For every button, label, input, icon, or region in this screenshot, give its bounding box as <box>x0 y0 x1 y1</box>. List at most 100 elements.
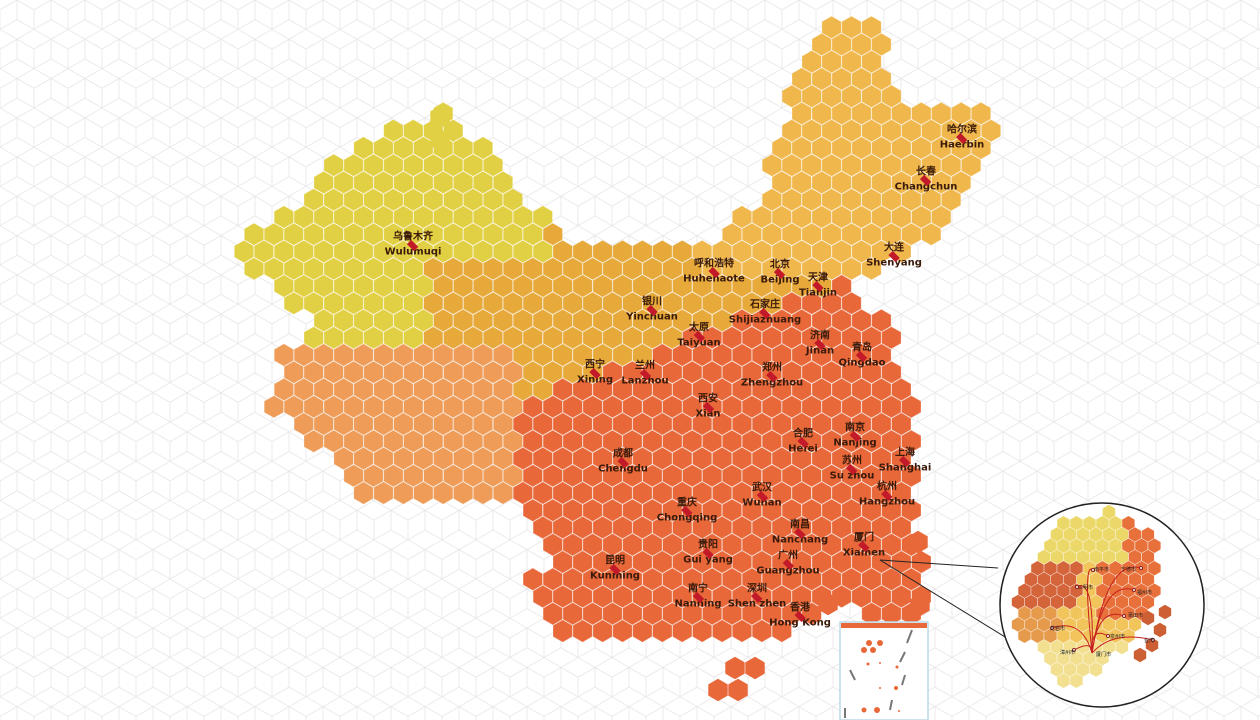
fujian-hex <box>1063 572 1077 587</box>
city-marker-tianjin[interactable]: 天津 Tianjin <box>799 273 837 300</box>
hex-tile <box>582 498 603 522</box>
fujian-hex <box>1063 527 1077 542</box>
hex-tile <box>343 360 364 384</box>
city-marker-xining[interactable]: 西宁 Xining <box>577 360 613 387</box>
hex-tile <box>602 395 623 419</box>
city-marker-nanjing[interactable]: 南京 Nanjing <box>833 423 876 450</box>
city-marker-wulumuqi[interactable]: 乌鲁木齐 Wulumuqi <box>385 232 442 259</box>
hex-tile <box>891 101 912 126</box>
hex-tile <box>712 515 733 540</box>
city-marker-shanghai[interactable]: 上海 Shanghai <box>879 448 932 475</box>
fujian-hex <box>1128 617 1142 632</box>
fujian-hex <box>1102 617 1116 632</box>
callout-line-top <box>879 559 999 569</box>
hex-tile <box>712 481 733 505</box>
hex-tile <box>841 360 862 384</box>
hex-tile <box>383 464 404 488</box>
city-marker-qingdao[interactable]: 青岛 Qingdao <box>839 343 886 370</box>
hex-tile <box>552 412 573 436</box>
city-marker-guiyang[interactable]: 贵阳 Gui yang <box>683 540 733 567</box>
hex-tile <box>692 274 713 298</box>
hex-tile <box>811 136 832 160</box>
hex-tile <box>512 239 533 264</box>
city-marker-shenyang[interactable]: 大连 Shenyang <box>866 243 922 270</box>
hex-tile <box>572 584 593 609</box>
hex-tile <box>891 584 912 609</box>
city-marker-beijing[interactable]: 北京 Beijing <box>761 260 800 287</box>
city-marker-kunming[interactable]: 昆明 Kunming <box>590 556 640 583</box>
city-name-zh: 南京 <box>845 422 865 434</box>
city-marker-taiyuan[interactable]: 太原 Taiyuan <box>677 323 720 350</box>
city-marker-hefei[interactable]: 合肥 Hefei <box>788 429 818 456</box>
hex-tile <box>273 274 294 298</box>
fujian-hex <box>1076 549 1090 565</box>
city-marker-wuhan[interactable]: 武汉 Wuhan <box>742 483 781 510</box>
hex-tile <box>841 257 862 281</box>
hex-tile <box>373 343 394 367</box>
city-marker-yinchuan[interactable]: 银川 Yinchuan <box>626 297 678 324</box>
hex-tile <box>751 446 772 471</box>
taiwan-hex <box>1133 647 1147 663</box>
city-marker-chengdu[interactable]: 成都 Chengdu <box>598 449 648 476</box>
hex-tile <box>592 584 613 609</box>
fujian-hex <box>1070 606 1083 621</box>
city-marker-nanning[interactable]: 南宁 Nanning <box>674 584 721 611</box>
hex-tile <box>731 412 753 436</box>
hex-tile <box>612 619 633 643</box>
hex-tile <box>801 119 822 143</box>
city-marker-nanchang[interactable]: 南昌 Nanchang <box>772 520 828 547</box>
fujian-hex <box>1148 583 1161 598</box>
city-marker-shijiazhuang[interactable]: 石家庄 Shijiazhuang <box>729 300 801 327</box>
hex-tile <box>881 153 902 177</box>
city-marker-chongqing[interactable]: 重庆 Chongqing <box>657 498 717 525</box>
hex-tile <box>781 291 802 315</box>
hex-tile <box>472 343 494 367</box>
city-marker-suzhou[interactable]: 苏州 Su zhou <box>830 456 875 483</box>
hex-tile <box>313 377 334 402</box>
hex-tile <box>741 602 762 626</box>
hex-tile <box>841 291 862 315</box>
hex-tile <box>771 308 792 333</box>
boundary-dash <box>899 651 906 663</box>
hex-tile <box>632 343 653 367</box>
hex-tile <box>383 119 404 143</box>
south-china-sea-inset[interactable] <box>839 621 929 720</box>
hex-tile <box>871 67 892 91</box>
city-marker-xian[interactable]: 西安 Xian <box>695 394 720 421</box>
hex-tile <box>871 515 892 540</box>
hex-tile <box>413 308 434 333</box>
hex-tile <box>741 326 762 350</box>
fujian-hex <box>1115 572 1129 587</box>
taiwan-hex <box>1153 622 1167 638</box>
hex-tile <box>582 429 603 453</box>
hex-tile <box>522 291 543 315</box>
fujian-hex <box>1070 583 1083 598</box>
fujian-hex <box>1089 527 1103 542</box>
hex-tile <box>622 602 643 626</box>
city-marker-huhehaote[interactable]: 呼和浩特 Huhehaote <box>683 259 745 286</box>
hex-tile <box>632 584 653 609</box>
hex-tile <box>931 136 952 160</box>
island-dot <box>870 647 876 653</box>
city-marker-guangzhou[interactable]: 广州 Guangzhou <box>756 551 819 578</box>
city-name-zh: 太原 <box>689 322 709 334</box>
city-marker-hongkong[interactable]: 香港 Hong Kong <box>769 603 831 630</box>
hex-tile <box>522 395 543 419</box>
hex-tile <box>443 360 464 384</box>
hex-tile <box>761 533 782 557</box>
hex-tile <box>522 360 543 384</box>
city-marker-jinan[interactable]: 济南 Jinan <box>806 331 834 358</box>
city-marker-shenzhen[interactable]: 深圳 Shen zhen <box>728 584 787 611</box>
hex-tile <box>801 567 822 591</box>
island-hex <box>430 128 450 152</box>
city-marker-zhengzhou[interactable]: 郑州 Zhengzhou <box>741 363 803 390</box>
fujian-hex <box>1135 538 1148 553</box>
city-marker-lanzhou[interactable]: 兰州 Lanzhou <box>621 361 668 388</box>
hex-tile <box>552 481 573 505</box>
city-marker-xiamen[interactable]: 厦门 Xiamen <box>843 533 885 560</box>
hex-tile <box>861 464 882 488</box>
hex-tile <box>911 136 932 160</box>
city-marker-haerbin[interactable]: 哈尔滨 Haerbin <box>940 125 985 152</box>
city-marker-hangzhou[interactable]: 杭州 Hangzhou <box>859 482 915 509</box>
city-marker-changchun[interactable]: 长春 Changchun <box>895 167 958 194</box>
